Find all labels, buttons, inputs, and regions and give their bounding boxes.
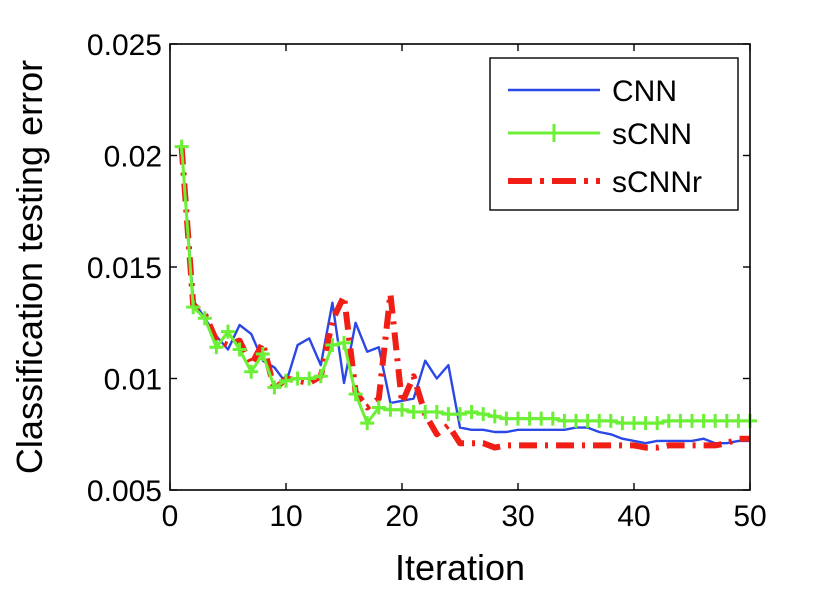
sCNN-point-marker (197, 311, 212, 326)
sCNN-point-marker (186, 300, 201, 315)
sCNN-point-marker (395, 402, 409, 417)
sCNN-point-marker (545, 411, 560, 426)
sCNN-point-marker (279, 373, 293, 388)
sCNN-point-marker (232, 342, 247, 357)
axes-layer: 0 10 20 30 40 50 0.005 0.01 0.015 0.02 0.025 (87, 29, 767, 533)
y-tick-label: 0.005 (87, 475, 162, 508)
x-tick-label: 10 (269, 500, 302, 533)
x-tick-label: 0 (162, 500, 179, 533)
x-tick-label: 30 (501, 500, 534, 533)
sCNN-point-marker (360, 416, 375, 431)
sCNN-point-marker (650, 416, 665, 431)
sCNN-point-marker (487, 409, 502, 424)
sCNN-point-marker (255, 346, 270, 361)
x-axis-label: Iteration (395, 547, 525, 588)
y-tick-label: 0.02 (104, 141, 162, 174)
y-tick-label: 0.015 (87, 252, 162, 285)
sCNN-point-marker (302, 371, 317, 386)
sCNN-point-marker (348, 387, 363, 402)
sCNN-point-marker (174, 139, 189, 154)
legend-marker-sCNN (547, 124, 561, 142)
sCNN-point-marker (464, 404, 479, 419)
sCNN-point-marker (337, 335, 351, 350)
legend-label-scnn: sCNN (612, 118, 692, 151)
legend-label-scnnr: sCNNr (612, 166, 702, 199)
sCNN-point-marker (429, 404, 444, 419)
x-tick-label: 40 (617, 500, 650, 533)
sCNN-point-marker (244, 364, 259, 379)
legend: CNN sCNN sCNNr (489, 57, 739, 211)
x-tick-label: 50 (733, 500, 766, 533)
sCNN-point-marker (371, 400, 386, 415)
y-axis-label: Classification testing error (9, 60, 50, 474)
y-tick-label: 0.01 (104, 364, 162, 397)
legend-label-cnn: CNN (612, 75, 677, 108)
sCNN-point-marker (209, 340, 224, 355)
sCNN-point-marker (453, 407, 467, 422)
sCNN-point-marker (476, 407, 491, 422)
sCNN-point-marker (325, 338, 340, 353)
y-tick-label: 0.025 (87, 29, 162, 62)
sCNN-point-marker (221, 324, 235, 339)
sCNN-point-marker (267, 380, 282, 395)
sCNN-point-marker (603, 413, 618, 428)
series-layer (174, 139, 757, 451)
x-tick-label: 20 (385, 500, 418, 533)
series-line-cnn (180, 146, 750, 445)
sCNN-point-marker (313, 369, 328, 384)
